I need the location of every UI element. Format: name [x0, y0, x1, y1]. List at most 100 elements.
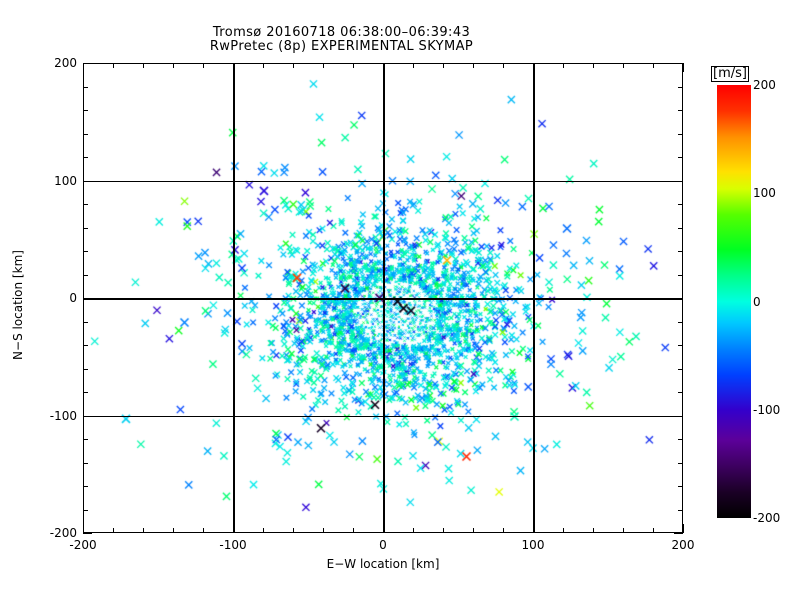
y-tick-label: -200 — [49, 526, 77, 540]
y-tick — [83, 86, 88, 88]
x-tick-top — [593, 63, 594, 68]
gridline-horizontal — [84, 415, 682, 418]
x-tick — [203, 528, 204, 533]
y-tick — [83, 439, 88, 440]
y-tick — [83, 392, 88, 393]
x-tick — [413, 528, 414, 533]
x-tick-label: 200 — [671, 538, 695, 552]
gridline-vertical — [533, 64, 535, 532]
x-tick-top — [263, 63, 264, 68]
y-tick — [83, 345, 88, 346]
gridline-horizontal — [84, 180, 682, 183]
colorbar-tick-label: -200 — [753, 511, 781, 525]
x-tick-top — [383, 63, 385, 72]
y-tick-right — [678, 204, 683, 205]
y-tick-right — [678, 345, 683, 346]
x-tick-top — [503, 63, 504, 68]
x-tick — [623, 528, 624, 533]
y-tick-right — [678, 133, 683, 135]
x-tick — [383, 524, 385, 533]
colorbar-gradient — [717, 85, 751, 518]
x-tick-top — [173, 63, 174, 68]
x-tick — [323, 528, 324, 533]
y-tick-right — [674, 298, 683, 300]
x-tick — [113, 528, 114, 533]
colorbar-unit-label: [m/s] — [711, 66, 749, 82]
title-line-2: RwPretec (8p) EXPERIMENTAL SKYMAP — [209, 39, 474, 54]
y-tick-right — [678, 251, 683, 252]
x-tick-top — [563, 63, 564, 68]
y-tick-right — [678, 368, 683, 370]
x-tick — [683, 524, 685, 533]
y-tick-right — [678, 392, 683, 393]
x-tick — [473, 528, 474, 533]
x-tick-top — [533, 63, 535, 72]
y-tick-right — [678, 274, 683, 276]
x-tick — [443, 528, 444, 533]
y-axis-label: N−S location [km] — [11, 250, 25, 360]
y-tick — [83, 509, 88, 511]
x-tick-top — [443, 63, 444, 68]
y-tick-right — [674, 63, 683, 65]
y-tick — [83, 133, 88, 135]
x-tick-top — [353, 63, 354, 68]
y-tick — [83, 63, 92, 65]
y-tick-label: 0 — [69, 291, 77, 305]
title-line-1: Tromsø 20160718 06:38:00–06:39:43 — [212, 25, 471, 40]
y-tick — [83, 157, 88, 158]
y-tick-label: 200 — [54, 56, 77, 70]
y-tick-right — [678, 86, 683, 88]
x-tick-top — [203, 63, 204, 68]
x-tick-top — [113, 63, 114, 68]
x-tick-label: -200 — [69, 538, 97, 552]
x-tick — [563, 528, 564, 533]
y-tick — [83, 486, 88, 487]
x-tick-top — [83, 63, 85, 72]
colorbar-tick-label: 100 — [753, 186, 776, 201]
y-tick — [83, 415, 92, 417]
x-tick — [263, 528, 264, 533]
x-tick-label: -100 — [219, 538, 247, 552]
x-tick — [353, 528, 354, 533]
colorbar — [717, 85, 751, 518]
y-tick-right — [678, 439, 683, 440]
colorbar-tick-label: -100 — [753, 402, 781, 417]
x-axis-label: E−W location [km] — [326, 557, 440, 571]
x-tick-top — [323, 63, 324, 68]
y-tick-right — [678, 486, 683, 487]
y-tick-label: -100 — [49, 408, 77, 423]
x-tick-top — [143, 63, 144, 68]
gridline-vertical — [233, 64, 235, 532]
y-tick — [83, 368, 88, 370]
x-tick — [233, 524, 235, 533]
y-tick-right — [678, 462, 683, 464]
x-tick — [533, 524, 535, 533]
scatter-canvas — [84, 64, 682, 532]
y-tick-label: 100 — [54, 173, 77, 188]
figure-title: Tromsø 20160718 06:38:00–06:39:43 RwPret… — [0, 26, 683, 54]
gridline-horizontal — [84, 298, 682, 300]
y-tick — [83, 298, 92, 300]
y-tick — [83, 533, 92, 535]
gridline-vertical — [383, 64, 385, 532]
plot-clip — [84, 64, 682, 532]
x-tick — [593, 528, 594, 533]
x-tick-top — [293, 63, 294, 68]
x-tick-top — [473, 63, 474, 68]
x-tick — [173, 528, 174, 533]
y-tick — [83, 180, 92, 182]
x-tick-top — [683, 63, 685, 72]
x-tick-top — [413, 63, 414, 68]
x-tick — [503, 528, 504, 533]
x-tick — [83, 524, 85, 533]
y-tick-right — [678, 321, 683, 323]
x-tick-top — [233, 63, 235, 72]
colorbar-tick-label: 200 — [753, 78, 776, 92]
colorbar-tick-label: 0 — [753, 294, 761, 309]
x-tick — [653, 528, 654, 533]
y-tick-right — [678, 110, 683, 111]
y-tick — [83, 462, 88, 464]
x-tick-top — [653, 63, 654, 68]
y-tick — [83, 321, 88, 323]
